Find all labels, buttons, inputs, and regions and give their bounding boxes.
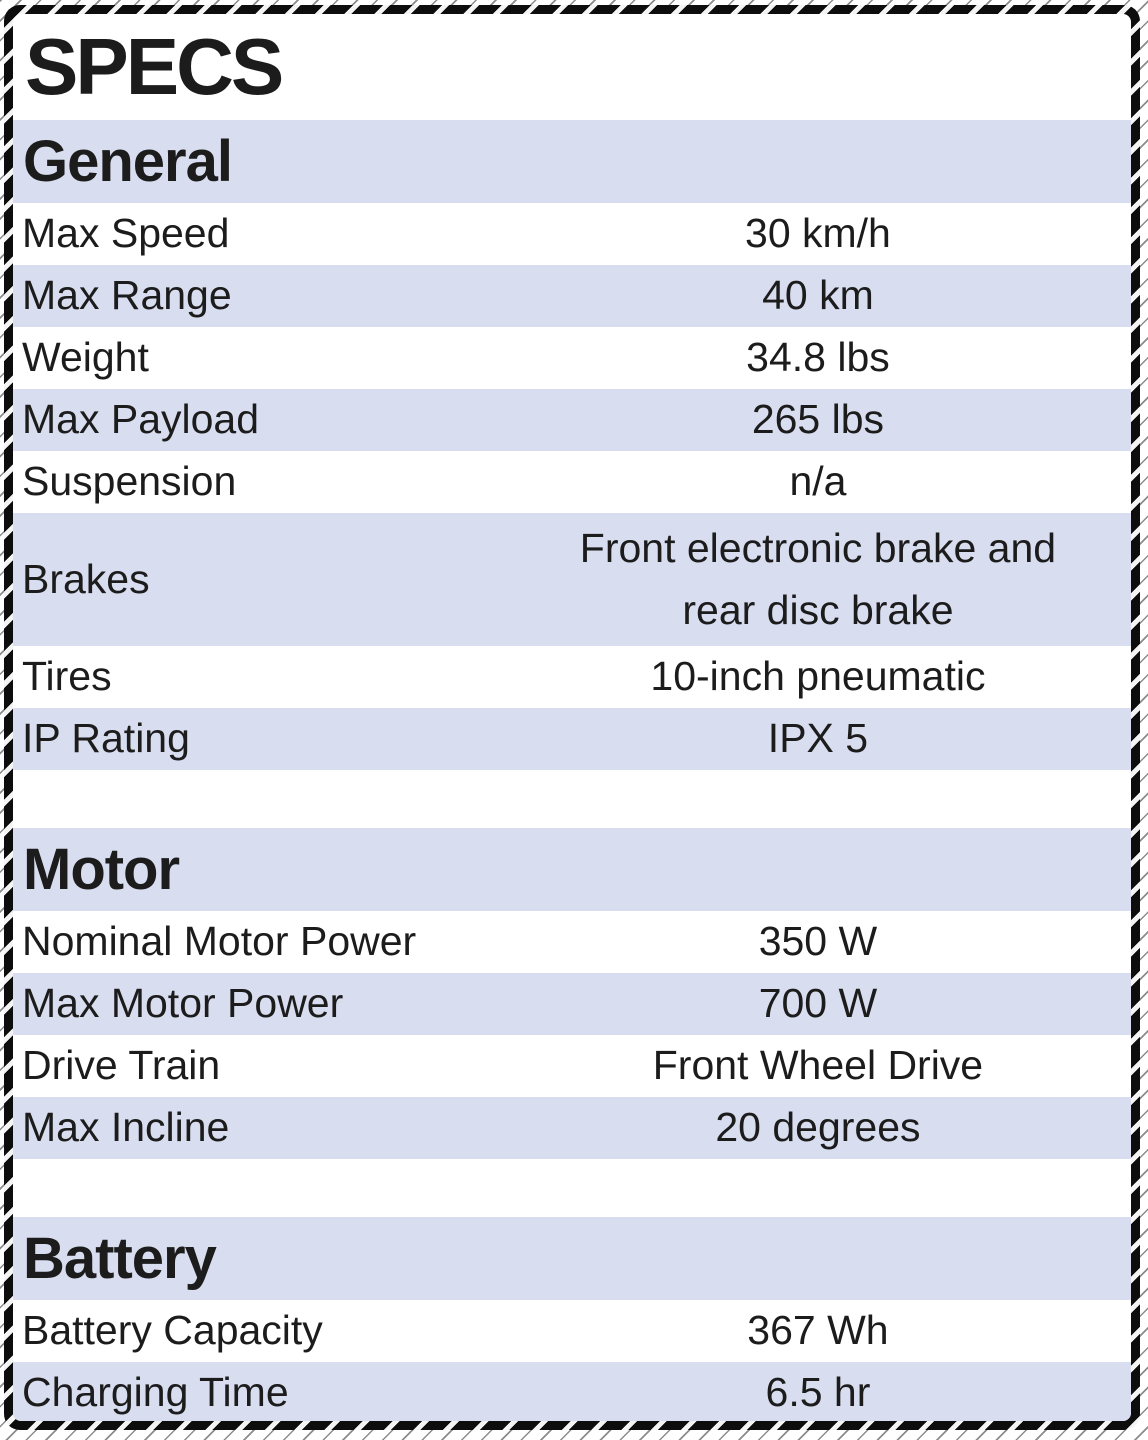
spec-row: IP Rating IPX 5 xyxy=(13,708,1131,770)
section-header-motor: Motor xyxy=(13,828,1131,911)
spec-value: 6.5 hr xyxy=(765,1369,871,1416)
spec-row: Max Motor Power 700 W xyxy=(13,973,1131,1035)
spec-label: IP Rating xyxy=(22,715,190,762)
spec-section-general: General Max Speed 30 km/h Max Range 40 k… xyxy=(13,120,1131,770)
spec-value: 10-inch pneumatic xyxy=(650,653,986,700)
spec-value: 700 W xyxy=(758,980,878,1027)
spec-label: Battery Capacity xyxy=(22,1307,323,1354)
spec-row: Tires 10-inch pneumatic xyxy=(13,646,1131,708)
spec-row: Brakes Front electronic brake and rear d… xyxy=(13,513,1131,646)
spec-row: Suspension n/a xyxy=(13,451,1131,513)
spec-label: Max Incline xyxy=(22,1104,230,1151)
section-rows: Battery Capacity 367 Wh Charging Time 6.… xyxy=(13,1300,1131,1421)
section-header-general: General xyxy=(13,120,1131,203)
spec-row: Charging Time 6.5 hr xyxy=(13,1362,1131,1421)
spec-value: 20 degrees xyxy=(715,1104,921,1151)
spec-value: 265 lbs xyxy=(751,396,885,443)
spec-label: Suspension xyxy=(22,458,237,505)
spec-row: Weight 34.8 lbs xyxy=(13,327,1131,389)
spec-row: Max Speed 30 km/h xyxy=(13,203,1131,265)
spec-value: 350 W xyxy=(758,918,878,965)
section-header-battery: Battery xyxy=(13,1217,1131,1300)
spec-row: Nominal Motor Power 350 W xyxy=(13,911,1131,973)
spec-row: Drive Train Front Wheel Drive xyxy=(13,1035,1131,1097)
spec-value: n/a xyxy=(789,458,847,505)
spec-value: Front electronic brake and rear disc bra… xyxy=(579,525,1057,633)
spec-row: Max Range 40 km xyxy=(13,265,1131,327)
spec-sections: General Max Speed 30 km/h Max Range 40 k… xyxy=(13,120,1131,1421)
spec-value: 34.8 lbs xyxy=(746,334,890,381)
spec-row: Max Incline 20 degrees xyxy=(13,1097,1131,1159)
page-title: SPECS xyxy=(25,22,284,111)
spec-table-card: SPECS General Max Speed 30 km/h Max Rang… xyxy=(13,14,1131,1421)
spec-row: Max Payload 265 lbs xyxy=(13,389,1131,451)
spec-value: 40 km xyxy=(762,272,874,319)
section-rows: Nominal Motor Power 350 W Max Motor Powe… xyxy=(13,911,1131,1159)
spec-label: Max Payload xyxy=(22,396,260,443)
spec-section-battery: Battery Battery Capacity 367 Wh Charging… xyxy=(13,1217,1131,1421)
spec-label: Weight xyxy=(22,334,149,381)
spec-row: Battery Capacity 367 Wh xyxy=(13,1300,1131,1362)
spec-label: Max Motor Power xyxy=(22,980,344,1027)
spec-label: Drive Train xyxy=(22,1042,221,1089)
section-rows: Max Speed 30 km/h Max Range 40 km Weight… xyxy=(13,203,1131,770)
spec-label: Charging Time xyxy=(22,1369,289,1416)
spec-label: Nominal Motor Power xyxy=(22,918,417,965)
spec-value: IPX 5 xyxy=(767,715,869,762)
spec-label: Brakes xyxy=(22,555,150,602)
spec-value: 30 km/h xyxy=(745,210,891,257)
spec-value: Front Wheel Drive xyxy=(652,1042,984,1089)
spec-value: 367 Wh xyxy=(747,1307,889,1354)
spec-label: Max Range xyxy=(22,272,232,319)
spec-section-motor: Motor Nominal Motor Power 350 W Max Moto… xyxy=(13,828,1131,1159)
spec-label: Tires xyxy=(22,653,112,700)
spec-label: Max Speed xyxy=(22,210,230,257)
